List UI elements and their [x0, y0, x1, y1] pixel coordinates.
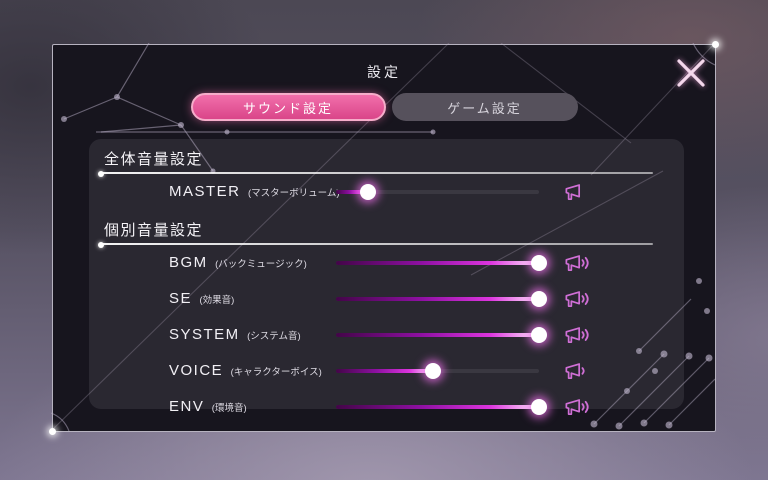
corner-glow-dot [712, 41, 719, 48]
slider-thumb[interactable] [531, 291, 547, 307]
settings-dialog: 設定 サウンド設定 ゲーム設定 全体音量設定 MASTER (マスターボリューム… [49, 41, 719, 435]
speaker-icon[interactable] [565, 254, 599, 272]
volume-row-master: MASTER (マスターボリューム) [89, 174, 684, 210]
row-name-master: MASTER [169, 183, 241, 200]
tab-sound-settings[interactable]: サウンド設定 [190, 93, 386, 121]
volume-slider-voice[interactable] [336, 362, 539, 380]
row-sub-bgm: (バックミュージック) [215, 259, 307, 270]
section-title-overall-volume: 全体音量設定 [104, 151, 204, 168]
row-name-system: SYSTEM [169, 326, 240, 343]
slider-fill [336, 333, 539, 337]
row-name-se: SE [169, 290, 193, 307]
speaker-icon[interactable] [565, 326, 599, 344]
volume-settings-content: 全体音量設定 MASTER (マスターボリューム) 個別音量設定 [89, 139, 684, 425]
speaker-icon[interactable] [565, 183, 599, 201]
slider-fill [336, 297, 539, 301]
slider-thumb[interactable] [531, 327, 547, 343]
volume-settings-panel [89, 139, 684, 409]
slider-track [336, 190, 539, 194]
slider-fill [336, 261, 539, 265]
section-divider [98, 242, 653, 248]
speaker-icon[interactable] [565, 398, 599, 416]
volume-slider-env[interactable] [336, 398, 547, 416]
page-title: 設定 [367, 64, 401, 80]
row-name-env: ENV [169, 398, 205, 415]
tab-game-label: ゲーム設定 [447, 100, 522, 116]
section-title-individual-volume: 個別音量設定 [104, 222, 204, 239]
tab-game-settings[interactable]: ゲーム設定 [391, 93, 578, 121]
volume-slider-system[interactable] [336, 326, 547, 344]
row-sub-env: (環境音) [211, 403, 247, 414]
slider-fill [336, 405, 539, 409]
row-name-voice: VOICE [169, 362, 224, 379]
volume-slider-master[interactable] [336, 183, 539, 201]
tab-sound-label: サウンド設定 [242, 100, 333, 116]
volume-row-voice: VOICE (キャラクターボイス) [89, 353, 684, 389]
speaker-icon[interactable] [565, 290, 599, 308]
slider-thumb[interactable] [531, 399, 547, 415]
speaker-icon[interactable] [565, 362, 599, 380]
volume-row-system: SYSTEM (システム音) [89, 317, 684, 353]
settings-tabs: サウンド設定 ゲーム設定 [53, 93, 715, 121]
slider-thumb[interactable] [425, 363, 442, 379]
row-name-bgm: BGM [169, 254, 208, 271]
volume-row-env: ENV (環境音) [89, 389, 684, 425]
section-divider [98, 171, 653, 177]
volume-row-bgm: BGM (バックミュージック) [89, 245, 684, 281]
close-icon[interactable] [672, 54, 710, 92]
volume-row-se: SE (効果音) [89, 281, 684, 317]
volume-slider-bgm[interactable] [336, 254, 547, 272]
row-sub-system: (システム音) [247, 331, 301, 342]
row-sub-voice: (キャラクターボイス) [230, 367, 322, 378]
slider-thumb[interactable] [360, 184, 377, 200]
corner-glow-dot [49, 428, 56, 435]
slider-thumb[interactable] [531, 255, 547, 271]
row-sub-master: (マスターボリューム) [247, 188, 340, 199]
slider-fill [336, 190, 369, 194]
row-sub-se: (効果音) [199, 295, 235, 306]
volume-slider-se[interactable] [336, 290, 547, 308]
slider-fill [336, 369, 434, 373]
